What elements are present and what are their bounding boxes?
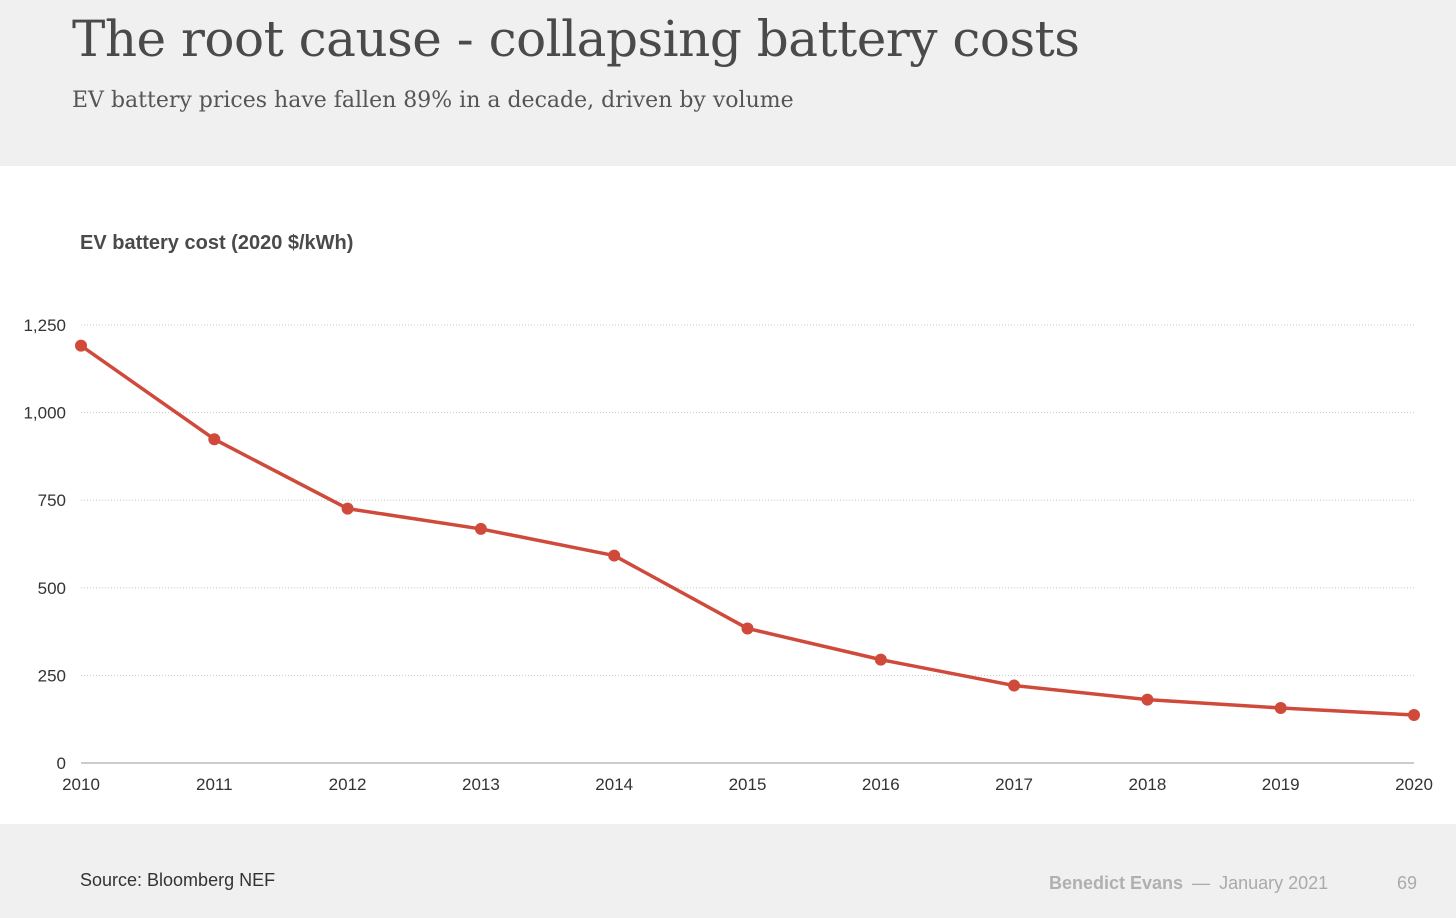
footer: Source: Bloomberg NEF Benedict Evans — Jan…	[0, 824, 1456, 918]
x-tick-label: 2012	[329, 775, 367, 794]
data-point	[608, 549, 621, 562]
x-tick-label: 2017	[995, 775, 1033, 794]
data-point	[1008, 679, 1021, 692]
data-point	[474, 522, 487, 535]
x-tick-label: 2018	[1128, 775, 1166, 794]
x-tick-label: 2014	[595, 775, 633, 794]
data-point	[341, 502, 354, 515]
series-line	[79, 343, 1416, 717]
data-point	[874, 653, 887, 666]
y-tick-label: 250	[38, 666, 66, 685]
x-tick-label: 2010	[62, 775, 100, 794]
line-chart: 0 250 500 750 1,000 1,250 2010 2011 2012 2013 2014…	[23, 316, 1433, 794]
date: January 2021	[1219, 873, 1329, 893]
x-tick-label: 2019	[1262, 775, 1300, 794]
separator: —	[1192, 873, 1211, 893]
header: The root cause - collapsing battery cost…	[0, 0, 1456, 166]
page-number: 69	[1397, 873, 1418, 893]
y-tick-label: 1,250	[23, 316, 66, 335]
y-tick-label: 1,000	[23, 404, 66, 423]
y-tick-label: 0	[57, 754, 66, 773]
x-tick-label: 2016	[862, 775, 900, 794]
page-subtitle: EV battery prices have fallen 89% in a d…	[72, 88, 794, 113]
chart-title: EV battery cost (2020 $/kWh)	[80, 232, 354, 254]
y-tick-label: 750	[38, 491, 66, 510]
data-point	[1141, 693, 1154, 706]
y-tick-label: 500	[38, 579, 66, 598]
source-note: Source: Bloomberg NEF	[80, 870, 276, 890]
author-name: Benedict Evans	[1049, 873, 1184, 893]
data-point	[75, 339, 87, 352]
x-tick-label: 2013	[462, 775, 500, 794]
x-tick-label: 2020	[1395, 775, 1433, 794]
x-tick-label: 2015	[729, 775, 767, 794]
page-title: The root cause - collapsing battery cost…	[72, 10, 1080, 68]
data-point	[741, 622, 754, 635]
data-point	[208, 433, 221, 446]
attribution: Benedict Evans — January 2021	[1049, 873, 1328, 894]
data-point	[1274, 701, 1287, 714]
data-point	[1408, 708, 1420, 721]
x-tick-label: 2011	[196, 775, 233, 794]
